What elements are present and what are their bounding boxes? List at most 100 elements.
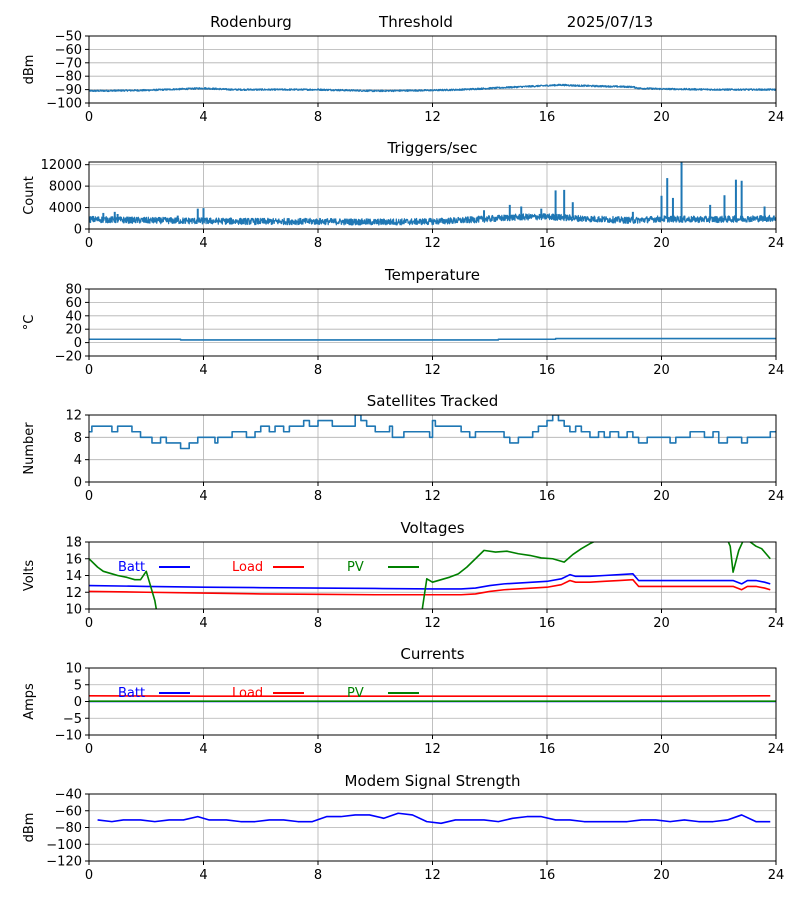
x-tick-label: 0 <box>85 616 93 631</box>
x-tick-label: 0 <box>85 363 93 378</box>
series-line-voltages-0 <box>89 573 771 590</box>
x-tick-label: 16 <box>539 489 556 504</box>
plot-area <box>89 162 776 226</box>
x-tick-label: 24 <box>768 236 785 251</box>
y-tick-label: −70 <box>55 56 82 71</box>
x-tick-label: 24 <box>768 616 785 631</box>
x-tick-label: 4 <box>199 110 207 125</box>
y-tick-label: −120 <box>46 855 82 870</box>
y-tick-label: 20 <box>65 323 82 338</box>
y-tick-label: 5 <box>74 678 82 693</box>
legend-label: Load <box>232 686 263 701</box>
x-tick-label: 4 <box>199 616 207 631</box>
y-axis-label: dBm <box>22 55 37 85</box>
x-tick-label: 16 <box>539 236 556 251</box>
x-tick-label: 24 <box>768 742 785 757</box>
y-tick-label: 10 <box>65 662 82 677</box>
y-tick-label: 12 <box>65 409 82 424</box>
x-tick-label: 12 <box>424 236 441 251</box>
y-tick-label: −60 <box>55 43 82 58</box>
y-tick-label: 4000 <box>49 201 82 216</box>
x-tick-label: 12 <box>424 489 441 504</box>
y-tick-label: 14 <box>65 569 82 584</box>
series-line-satellites-0 <box>89 415 776 450</box>
y-tick-label: −100 <box>46 838 82 853</box>
x-tick-label: 0 <box>85 868 93 883</box>
chart-title: Voltages <box>400 519 464 537</box>
x-tick-label: 4 <box>199 236 207 251</box>
chart-satellites: 0 4 8 12 16 20 24 0 4 8 12 Satellites Tracked Number <box>22 392 784 504</box>
x-tick-label: 8 <box>314 110 322 125</box>
x-tick-label: 20 <box>653 110 670 125</box>
x-tick-label: 24 <box>768 868 785 883</box>
y-tick-label: 0 <box>74 336 82 351</box>
plot-area <box>89 337 776 341</box>
series-line-modem-0 <box>97 812 771 825</box>
legend-label: Load <box>232 560 263 575</box>
y-tick-label: 12000 <box>41 158 82 173</box>
x-tick-label: 20 <box>653 616 670 631</box>
chart-title: Satellites Tracked <box>367 392 498 410</box>
series-line-temperature-0 <box>89 337 776 341</box>
plot-area <box>89 83 776 93</box>
legend-label: Batt <box>118 686 145 701</box>
y-tick-label: 80 <box>65 283 82 298</box>
x-tick-label: 0 <box>85 742 93 757</box>
y-tick-label: 10 <box>65 603 82 618</box>
y-tick-label: −50 <box>55 30 82 45</box>
x-tick-label: 8 <box>314 742 322 757</box>
header-mode: Threshold <box>378 13 453 31</box>
x-tick-label: 12 <box>424 110 441 125</box>
y-axis-label: dBm <box>22 813 37 843</box>
x-tick-label: 12 <box>424 616 441 631</box>
y-tick-label: 18 <box>65 536 82 551</box>
x-tick-label: 8 <box>314 489 322 504</box>
x-tick-label: 12 <box>424 742 441 757</box>
y-tick-label: 40 <box>65 309 82 324</box>
y-tick-label: −40 <box>55 788 82 803</box>
chart-triggers: 0 4 8 12 16 20 24 0 4000 8000 12000 Triggers/sec Cou… <box>22 139 784 251</box>
x-tick-label: 4 <box>199 742 207 757</box>
plot-area <box>89 542 771 609</box>
y-axis-label: Volts <box>22 560 37 592</box>
x-tick-label: 16 <box>539 363 556 378</box>
chart-threshold: 0 4 8 12 16 20 24 −100−90−80−70−60−50 dBm <box>22 30 784 126</box>
y-tick-label: −90 <box>55 83 82 98</box>
y-tick-label: 0 <box>74 223 82 238</box>
x-tick-label: 4 <box>199 868 207 883</box>
x-tick-label: 16 <box>539 110 556 125</box>
y-tick-label: 8 <box>74 431 82 446</box>
y-tick-label: 60 <box>65 296 82 311</box>
x-tick-label: 8 <box>314 363 322 378</box>
y-tick-label: −10 <box>55 729 82 744</box>
chart-modem: 0 4 8 12 16 20 24 −120 −100 −80 −60−40 Modem Signal… <box>22 772 784 883</box>
series-line-voltages-2 <box>89 542 771 609</box>
chart-title: Triggers/sec <box>387 139 478 157</box>
x-tick-label: 20 <box>653 868 670 883</box>
plot-area <box>89 415 776 450</box>
y-tick-label: −60 <box>55 804 82 819</box>
plot-area <box>97 812 771 825</box>
plot-area <box>89 694 776 703</box>
x-tick-label: 24 <box>768 489 785 504</box>
x-tick-label: 20 <box>653 363 670 378</box>
y-axis-label: °C <box>22 315 37 331</box>
series-line-voltages-1 <box>89 578 771 596</box>
x-tick-label: 4 <box>199 363 207 378</box>
y-tick-label: 0 <box>74 476 82 491</box>
x-tick-label: 16 <box>539 616 556 631</box>
y-tick-label: −80 <box>55 821 82 836</box>
y-tick-label: −5 <box>63 712 82 727</box>
y-tick-label: −20 <box>55 350 82 365</box>
y-tick-label: 16 <box>65 552 82 567</box>
x-tick-label: 20 <box>653 236 670 251</box>
legend-label: PV <box>347 560 364 575</box>
series-line-threshold-0 <box>89 83 776 93</box>
x-tick-label: 4 <box>199 489 207 504</box>
y-tick-label: −100 <box>46 97 82 112</box>
x-tick-label: 8 <box>314 616 322 631</box>
x-tick-label: 8 <box>314 236 322 251</box>
chart-title: Currents <box>400 645 464 663</box>
x-tick-label: 12 <box>424 363 441 378</box>
